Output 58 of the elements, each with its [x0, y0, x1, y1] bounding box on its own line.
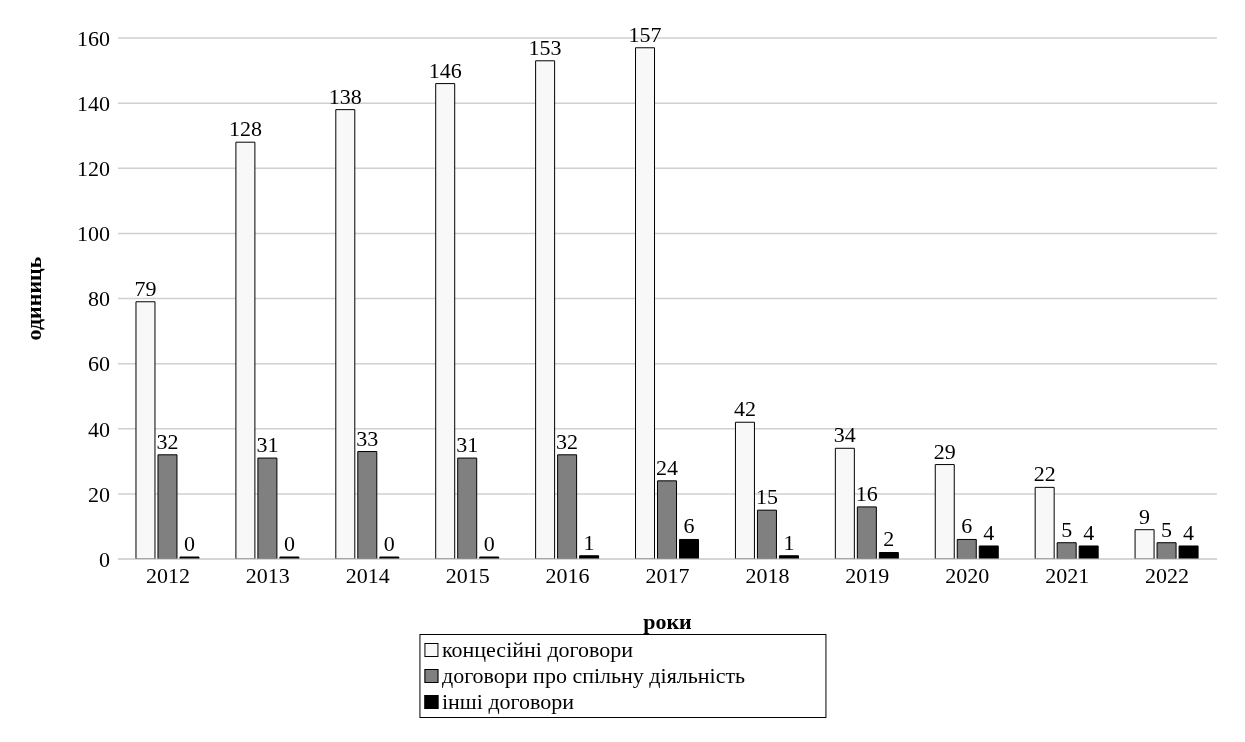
legend-label: інші договори	[441, 689, 575, 715]
data-label: 4	[1183, 519, 1195, 545]
data-label: 15	[755, 484, 778, 510]
legend-label: концесійні договори	[441, 637, 634, 663]
data-label: 157	[628, 21, 662, 47]
data-label: 34	[833, 422, 856, 448]
x-tick-label: 2013	[245, 562, 290, 588]
x-tick-label: 2019	[845, 562, 890, 588]
data-label: 9	[1139, 503, 1151, 529]
data-label: 5	[1161, 516, 1173, 542]
x-tick-label: 2017	[645, 562, 690, 588]
data-label: 32	[156, 428, 179, 454]
data-label: 22	[1033, 461, 1056, 487]
data-label: 2	[883, 526, 895, 552]
x-axis-title: роки	[643, 609, 693, 634]
data-label: 79	[134, 275, 157, 301]
data-label: 31	[256, 432, 279, 458]
data-label: 0	[483, 531, 495, 556]
data-label: 0	[283, 531, 295, 556]
x-tick-label: 2015	[445, 562, 490, 588]
data-label: 128	[228, 116, 262, 142]
y-tick-label: 40	[88, 416, 110, 442]
data-label: 33	[356, 425, 379, 451]
y-tick-label: 0	[99, 546, 110, 572]
data-label: 31	[456, 432, 479, 458]
y-tick-label: 100	[77, 221, 110, 247]
x-tick-label: 2022	[1145, 562, 1190, 588]
y-axis-title: одиниць	[20, 256, 46, 341]
y-tick-label: 140	[77, 90, 110, 116]
data-label: 29	[933, 438, 956, 464]
legend-label: договори про спільну діяльність	[441, 663, 746, 689]
x-tick-label: 2016	[545, 562, 590, 588]
x-tick-label: 2014	[345, 562, 390, 588]
x-tick-label: 2021	[1045, 562, 1090, 588]
data-label: 153	[528, 34, 562, 60]
data-label: 16	[855, 480, 878, 506]
data-label: 4	[1083, 519, 1095, 545]
y-tick-label: 160	[77, 25, 110, 51]
data-label: 42	[733, 396, 756, 422]
data-label: 1	[583, 529, 595, 555]
data-label: 5	[1061, 516, 1073, 542]
data-label: 32	[556, 428, 579, 454]
y-tick-label: 80	[88, 286, 110, 312]
y-tick-label: 120	[77, 156, 110, 182]
data-label: 146	[428, 57, 462, 83]
data-label: 138	[328, 83, 362, 109]
data-label: 6	[683, 513, 695, 539]
x-tick-label: 2012	[145, 562, 190, 588]
data-label: 1	[783, 529, 795, 555]
x-tick-label: 2018	[745, 562, 790, 588]
data-label: 24	[656, 454, 679, 480]
data-label: 0	[183, 531, 195, 556]
y-tick-label: 60	[88, 351, 110, 377]
x-tick-label: 2020	[945, 562, 990, 588]
y-tick-label: 20	[88, 481, 110, 507]
data-label: 6	[961, 513, 973, 539]
data-label: 4	[983, 519, 995, 545]
data-label: 0	[383, 531, 395, 556]
